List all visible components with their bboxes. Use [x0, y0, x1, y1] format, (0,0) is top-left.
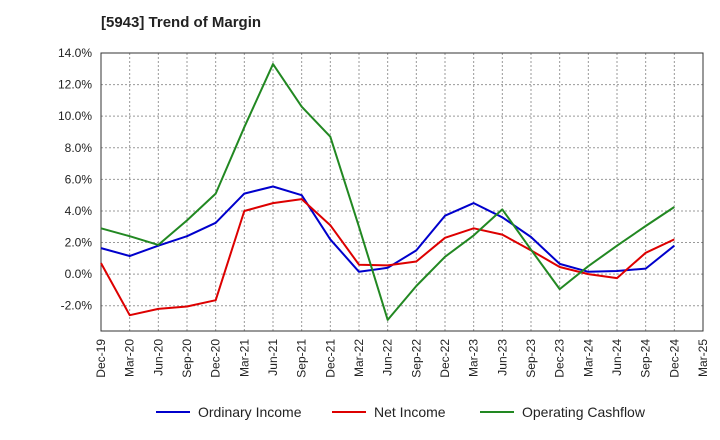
- legend-item-ordinary-income: Ordinary Income: [156, 404, 301, 420]
- x-tick-label: Mar-25: [696, 339, 710, 377]
- legend-item-operating-cashflow: Operating Cashflow: [480, 404, 645, 420]
- series-lines: [100, 63, 675, 321]
- y-tick-label: 2.0%: [65, 236, 93, 250]
- x-tick-label: Jun-20: [151, 339, 165, 376]
- legend-swatch-operating-cashflow: [480, 411, 514, 413]
- x-tick-label: Mar-22: [352, 339, 366, 377]
- plot-frame: [100, 52, 704, 332]
- legend: Ordinary Income Net Income Operating Cas…: [0, 404, 720, 426]
- x-tick-label: Dec-21: [323, 339, 337, 378]
- plot-border: [100, 52, 704, 332]
- x-tick-label: Sep-20: [180, 339, 194, 378]
- x-tick-label: Jun-21: [266, 339, 280, 376]
- x-tick-label: Jun-22: [381, 339, 395, 376]
- x-tick-label: Sep-23: [524, 339, 538, 378]
- x-tick-label: Sep-24: [639, 339, 653, 378]
- y-tick-label: 10.0%: [58, 109, 92, 123]
- chart-title: [5943] Trend of Margin: [101, 14, 262, 31]
- legend-swatch-ordinary-income: [156, 411, 190, 413]
- x-tick-label: Mar-24: [581, 339, 595, 377]
- x-tick-label: Mar-23: [467, 339, 481, 377]
- legend-label-net-income: Net Income: [374, 404, 446, 420]
- x-tick-label: Sep-22: [409, 339, 423, 378]
- legend-label-operating-cashflow: Operating Cashflow: [522, 404, 645, 420]
- x-tick-label: Dec-20: [209, 339, 223, 378]
- x-tick-label: Mar-21: [237, 339, 251, 377]
- y-tick-label: 6.0%: [65, 172, 93, 186]
- x-tick-label: Mar-20: [123, 339, 137, 377]
- y-tick-label: 14.0%: [58, 46, 92, 60]
- y-tick-label: -2.0%: [61, 299, 93, 313]
- y-axis-ticks: 14.0% 12.0% 10.0% 8.0% 6.0% 4.0% 2.0% 0.0% -2.0%: [58, 46, 92, 313]
- x-tick-label: Dec-24: [667, 339, 681, 378]
- x-tick-label: Dec-19: [94, 339, 108, 378]
- legend-swatch-net-income: [332, 411, 366, 413]
- x-tick-label: Jun-23: [495, 339, 509, 376]
- y-tick-label: 0.0%: [65, 267, 93, 281]
- x-tick-label: Sep-21: [295, 339, 309, 378]
- series-line-ordinary-income: [100, 185, 675, 273]
- legend-label-ordinary-income: Ordinary Income: [198, 404, 302, 420]
- grid-lines: [101, 53, 703, 331]
- x-tick-label: Dec-23: [553, 339, 567, 378]
- legend-item-net-income: Net Income: [332, 404, 446, 420]
- y-tick-label: 8.0%: [65, 141, 93, 155]
- y-tick-label: 4.0%: [65, 204, 93, 218]
- x-axis-ticks: Dec-19 Mar-20 Jun-20 Sep-20 Dec-20 Mar-21 Jun-…: [94, 339, 710, 378]
- x-tick-label: Jun-24: [610, 339, 624, 376]
- series-line-operating-cashflow: [100, 63, 675, 321]
- y-tick-label: 12.0%: [58, 78, 92, 92]
- series-line-net-income: [100, 198, 675, 317]
- x-tick-label: Dec-22: [438, 339, 452, 378]
